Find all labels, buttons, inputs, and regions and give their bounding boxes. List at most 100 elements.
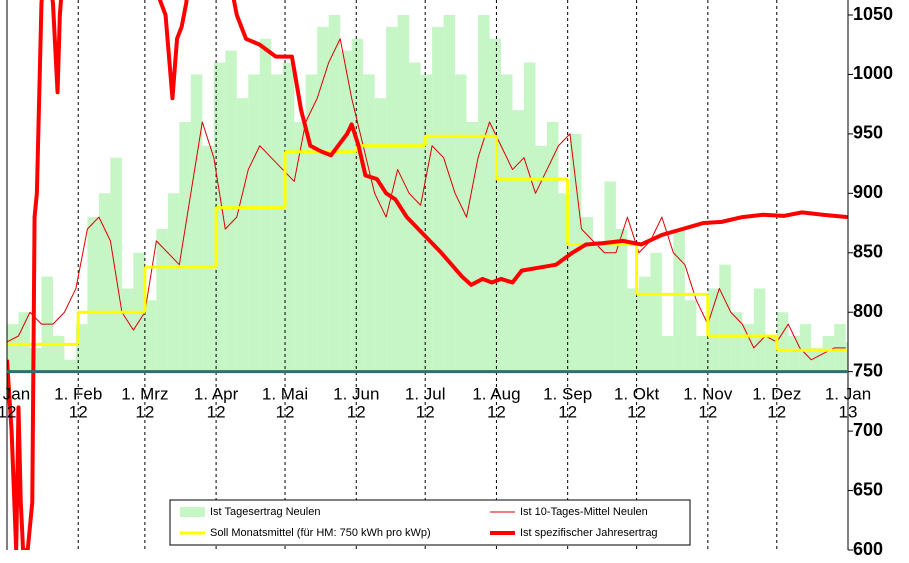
legend-swatch — [180, 507, 205, 517]
bar — [110, 157, 122, 372]
bar — [661, 336, 674, 372]
bar — [190, 74, 203, 372]
x-tick-year: 12 — [558, 402, 577, 421]
x-tick-year: 12 — [0, 402, 16, 421]
bar — [351, 38, 364, 372]
bar — [18, 312, 30, 372]
x-tick-label: 1. Jul — [405, 384, 446, 403]
bar — [225, 50, 237, 372]
y-tick-label: 600 — [853, 539, 883, 559]
bar — [524, 62, 536, 372]
bar — [478, 15, 490, 372]
x-tick-year: 12 — [627, 402, 646, 421]
bar — [742, 324, 754, 372]
y-tick-label: 1050 — [853, 4, 893, 24]
bar — [489, 38, 502, 372]
x-tick-label: 1. Okt — [614, 384, 660, 403]
bar — [546, 122, 559, 372]
bar — [248, 74, 260, 372]
bar — [627, 288, 639, 372]
x-tick-label: 1. Feb — [54, 384, 102, 403]
bar — [811, 347, 823, 372]
bar — [144, 300, 157, 372]
bar — [443, 15, 456, 372]
x-tick-label: 1. Jan — [0, 384, 30, 403]
line — [7, 38, 846, 361]
bar — [420, 74, 433, 372]
x-tick-label: 1. Aug — [472, 384, 520, 403]
bar — [179, 122, 191, 372]
y-tick-label: 950 — [853, 123, 883, 143]
bar — [753, 288, 766, 372]
y-tick-label: 850 — [853, 242, 883, 262]
bar — [7, 324, 19, 372]
y-tick-label: 750 — [853, 360, 883, 380]
x-tick-label: 1. Sep — [543, 384, 592, 403]
bar — [535, 145, 547, 372]
bar — [673, 229, 685, 372]
x-tick-label: 1. Nov — [683, 384, 733, 403]
bar — [294, 122, 306, 372]
bar — [512, 110, 525, 372]
bar — [305, 74, 318, 372]
legend-label: Ist 10-Tages-Mittel Neulen — [520, 506, 648, 518]
bar — [719, 264, 731, 372]
bar — [765, 336, 777, 372]
bar — [604, 181, 616, 372]
bar — [282, 62, 295, 372]
x-tick-year: 12 — [347, 402, 366, 421]
bar — [98, 193, 111, 372]
y-tick-label: 1000 — [853, 63, 893, 83]
bar — [374, 98, 387, 372]
bar — [259, 38, 272, 372]
bar — [788, 336, 800, 372]
bar — [64, 359, 76, 372]
x-tick-year: 12 — [135, 402, 154, 421]
bar — [845, 341, 848, 372]
legend-label: Ist Tagesertrag Neulen — [210, 506, 320, 518]
y-tick-label: 900 — [853, 182, 883, 202]
bar — [501, 74, 513, 372]
bar — [397, 15, 410, 372]
bar — [581, 217, 593, 372]
bar — [271, 74, 283, 372]
bar — [52, 336, 65, 372]
legend-label: Soll Monatsmittel (für HM: 750 kWh pro k… — [210, 527, 431, 539]
bar — [650, 252, 662, 372]
bar — [167, 193, 180, 372]
bar — [121, 288, 134, 372]
bar — [730, 312, 743, 372]
y-tick-label: 800 — [853, 301, 883, 321]
x-tick-label: 1. Mrz — [121, 384, 168, 403]
bar — [822, 336, 835, 372]
bar — [466, 122, 479, 372]
x-tick-label: 1. Dez — [752, 384, 801, 403]
bar — [317, 26, 329, 372]
bar — [558, 193, 570, 372]
bar — [776, 312, 789, 372]
bar — [432, 26, 444, 372]
x-tick-year: 12 — [416, 402, 435, 421]
legend-box — [169, 499, 691, 546]
bar — [799, 324, 812, 372]
x-tick-year: 12 — [698, 402, 717, 421]
bar — [615, 229, 628, 372]
bar — [75, 324, 88, 372]
x-tick-year: 12 — [276, 402, 295, 421]
bar — [87, 217, 99, 372]
y-tick-label: 700 — [853, 420, 883, 440]
x-tick-label: 1. Mai — [262, 384, 308, 403]
bar — [363, 74, 375, 372]
bar — [409, 62, 421, 372]
bar — [455, 74, 467, 372]
bar — [236, 98, 249, 372]
bar — [638, 276, 651, 372]
legend: Ist Tagesertrag Neulen Ist 10-Tages-Mitte… — [169, 499, 691, 546]
bar — [592, 240, 605, 372]
bar — [29, 347, 42, 372]
x-tick-label: 1. Apr — [194, 384, 239, 403]
bar — [213, 62, 226, 372]
x-tick-year: 12 — [207, 402, 226, 421]
x-tick-year: 12 — [767, 402, 786, 421]
